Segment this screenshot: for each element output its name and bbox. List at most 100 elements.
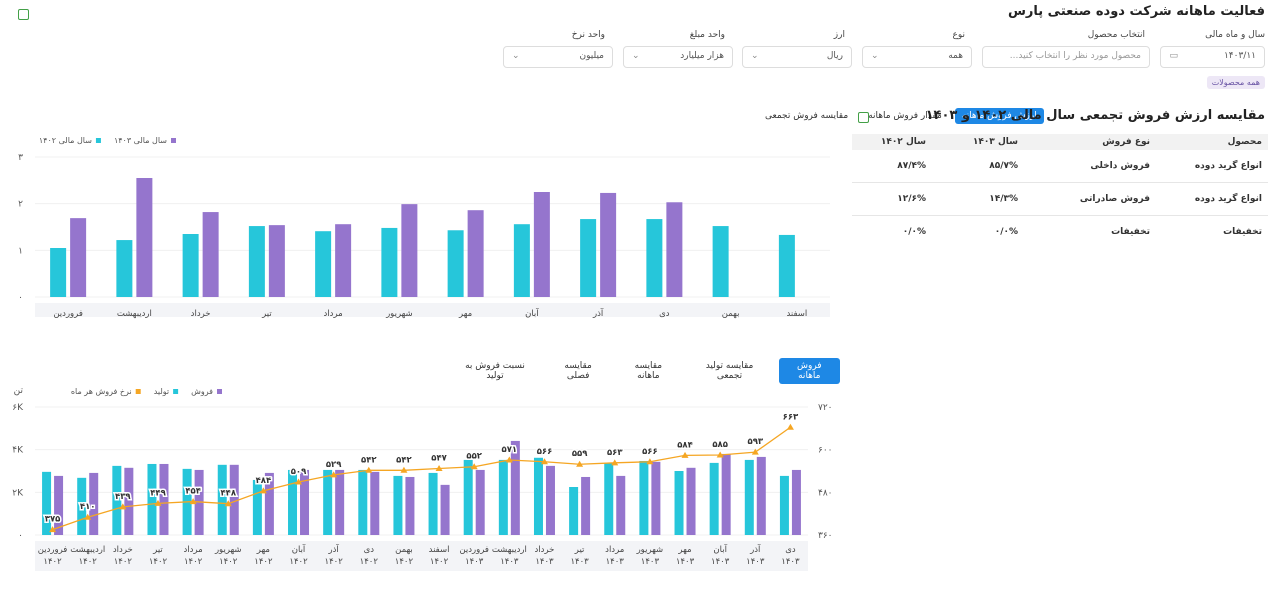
line-marker: [154, 499, 162, 506]
tab[interactable]: نسبت فروش به تولید: [450, 358, 540, 384]
x-tick-label: مرداد: [184, 545, 203, 555]
x-tick-label: ۱۴۰۲: [430, 557, 449, 567]
data-label: ۵۹۳: [748, 437, 764, 447]
data-label: ۴۸۴: [256, 476, 272, 486]
data-label: ۵۴۷: [431, 454, 447, 464]
bar: [381, 227, 398, 297]
x-tick-label: دی: [785, 545, 796, 555]
bar: [116, 240, 133, 297]
x-tick-label: ۱۴۰۳: [676, 557, 695, 567]
filter-select[interactable]: همه ⌄: [862, 46, 972, 68]
bar: [600, 192, 617, 297]
filter-label: نوع: [952, 30, 965, 40]
y2-tick-label: ۳۶۰: [818, 531, 833, 541]
x-tick-label: ۱۴۰۲: [79, 557, 98, 567]
bar: [686, 467, 696, 535]
tab[interactable]: مقایسه تولید تجمعی: [686, 358, 772, 384]
chevron: ⌄: [871, 51, 879, 61]
calendar-icon: ▭: [1169, 51, 1178, 61]
cell: فروش داخلی: [1024, 150, 1156, 183]
bar: [709, 462, 719, 535]
y-tick-label: ۱: [18, 246, 23, 256]
x-tick-label: ۱۴۰۳: [641, 557, 660, 567]
export-icon[interactable]: [18, 9, 29, 20]
bar: [70, 218, 87, 297]
data-label: ۵۸۵: [712, 440, 728, 450]
bar: [533, 457, 543, 535]
x-tick-label: خرداد: [191, 309, 211, 319]
x-tick-label: ۱۴۰۲: [184, 557, 203, 567]
x-tick-label: فروردین: [38, 545, 68, 555]
data-label: ۵۶۶: [537, 447, 553, 457]
header-row: محصول نوع فروش سال ۱۴۰۳ سال ۱۴۰۲: [852, 134, 1268, 150]
x-tick-label: اسفند: [429, 545, 450, 555]
x-tick-label: تیر: [261, 309, 272, 319]
bar: [300, 469, 310, 535]
chevron: ⌄: [512, 51, 520, 61]
data-label: ۵۲۹: [326, 460, 342, 470]
bar: [779, 475, 789, 535]
x-tick-label: ۱۴۰۲: [395, 557, 414, 567]
bar: [440, 484, 450, 535]
line-marker: [435, 465, 443, 472]
filter-select[interactable]: ۱۴۰۳/۱۱ ▭: [1160, 46, 1265, 68]
x-tick-label: مرداد: [324, 309, 343, 319]
tab[interactable]: مقایسه ماهانه: [616, 358, 680, 384]
line-marker: [646, 458, 654, 465]
bar: [401, 204, 418, 297]
bar: [545, 465, 555, 535]
bar: [581, 476, 591, 535]
line-marker: [365, 466, 373, 473]
filter-select[interactable]: میلیون ⌄: [503, 46, 613, 68]
tab[interactable]: مقایسه فروش تجمعی: [758, 108, 855, 124]
bar: [646, 219, 663, 297]
legend-label: تولید: [154, 387, 169, 396]
bar: [721, 453, 731, 535]
line-marker: [49, 526, 57, 533]
x-tick-label: آبان: [525, 307, 539, 319]
filter-select[interactable]: هزار میلیارد ⌄: [623, 46, 733, 68]
data-label: ۶۶۳: [783, 412, 799, 422]
x-tick-label: اسفند: [786, 309, 807, 319]
y2-tick-label: ۷۲۰: [818, 403, 833, 413]
bar: [428, 472, 438, 535]
bar: [744, 459, 754, 535]
x-tick-label: آبان: [292, 543, 306, 555]
chip[interactable]: همه محصولات: [1206, 76, 1265, 89]
row: تخفیفات تخفیفات ۰/۰% ۰/۰%: [852, 216, 1268, 249]
bar: [639, 460, 649, 535]
legend-swatch: [173, 389, 179, 394]
filter-select[interactable]: محصول مورد نظر را انتخاب کنید...: [982, 46, 1150, 68]
data-label: ۵۶۳: [607, 448, 623, 458]
data-label: ۵۴۲: [361, 455, 377, 465]
data-label: ۵۶۶: [642, 447, 658, 457]
tab[interactable]: فروش ماهانه: [778, 358, 840, 384]
filter-value: هزار میلیارد: [680, 51, 724, 61]
tab[interactable]: ارزش فروش ماهانه: [954, 108, 1044, 124]
x-tick-label: آبان: [713, 543, 727, 555]
legend-swatch: [95, 138, 101, 143]
export-icon[interactable]: [858, 112, 869, 123]
x-tick-label: ۱۴۰۲: [325, 557, 344, 567]
filter-select[interactable]: ریال ⌄: [742, 46, 852, 68]
axis-strip: [35, 541, 808, 571]
bar: [268, 225, 285, 297]
bar: [393, 475, 403, 535]
x-tick-label: مهر: [677, 545, 691, 555]
cell: تخفیفات: [1223, 227, 1262, 237]
x-tick-label: شهریور: [214, 545, 242, 555]
tab[interactable]: مقدار فروش ماهانه: [861, 108, 949, 124]
x-tick-label: آذر: [749, 543, 761, 555]
y2-tick-label: ۶۰۰: [818, 446, 833, 456]
legend-swatch: [135, 389, 141, 394]
line-marker: [505, 456, 513, 463]
line-marker: [540, 458, 548, 465]
bar: [370, 471, 380, 535]
cell: ۰/۰%: [902, 227, 926, 237]
x-tick-label: شهریور: [385, 309, 413, 319]
cell: انواع گرید دوده: [1156, 182, 1268, 216]
tab[interactable]: مقایسه فصلی: [546, 358, 610, 384]
cell: انواع گرید دوده: [1156, 150, 1268, 183]
